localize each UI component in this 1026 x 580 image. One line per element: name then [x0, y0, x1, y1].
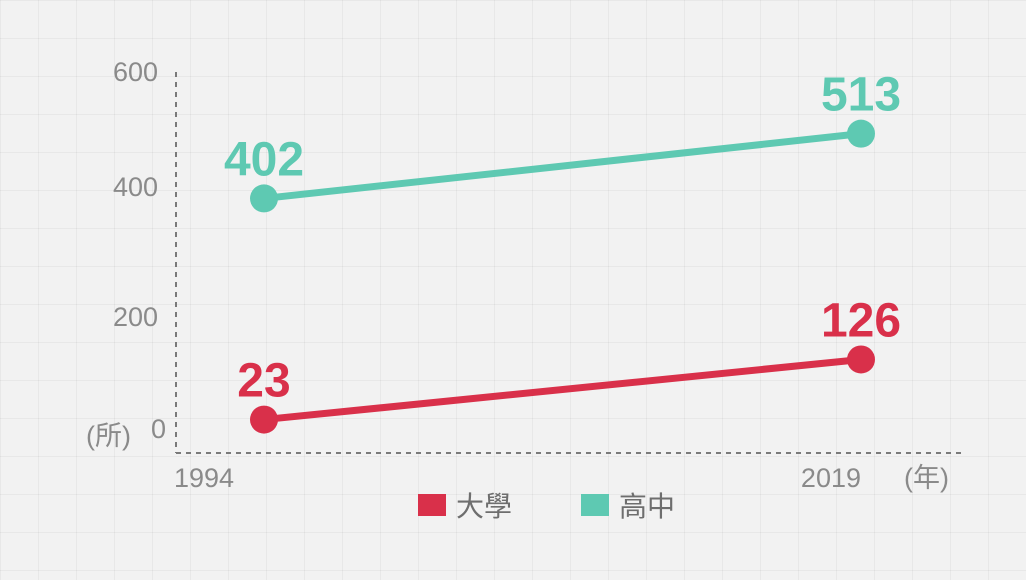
- series-layer: 23 126 402 513: [224, 69, 901, 434]
- y-unit-label: (所): [86, 421, 131, 451]
- series-line-大學: [260, 355, 865, 424]
- series-大學: 23 126: [237, 294, 901, 434]
- data-point-高中-2019: [847, 119, 875, 148]
- data-point-大學-2019: [847, 345, 875, 374]
- data-label-大學-2019: 126: [821, 294, 901, 347]
- x-tick-label-2019: 2019: [801, 463, 861, 493]
- legend-label-大學: 大學: [456, 491, 512, 522]
- legend-swatch-大學: [418, 494, 446, 516]
- data-label-高中-2019: 513: [821, 69, 901, 122]
- legend-swatch-高中: [581, 494, 609, 516]
- x-unit-label: (年): [904, 463, 949, 493]
- data-label-高中-1994: 402: [224, 133, 304, 186]
- data-point-大學-1994: [250, 405, 278, 434]
- y-tick-label-200: 200: [113, 302, 158, 332]
- y-tick-labels: 0 200 400 600: [113, 57, 166, 444]
- y-tick-label-600: 600: [113, 57, 158, 87]
- y-tick-label-400: 400: [113, 172, 158, 202]
- series-高中: 402 513: [224, 69, 901, 213]
- legend-item-大學: 大學: [418, 491, 512, 522]
- data-label-大學-1994: 23: [237, 355, 290, 408]
- legend: 大學 高中: [418, 491, 675, 522]
- y-tick-label-0: 0: [151, 414, 166, 444]
- data-point-高中-1994: [250, 184, 278, 213]
- x-tick-label-1994: 1994: [174, 463, 234, 493]
- x-tick-labels: 1994 2019: [174, 463, 861, 493]
- legend-item-高中: 高中: [581, 491, 675, 522]
- legend-label-高中: 高中: [619, 491, 675, 522]
- series-line-高中: [260, 130, 865, 202]
